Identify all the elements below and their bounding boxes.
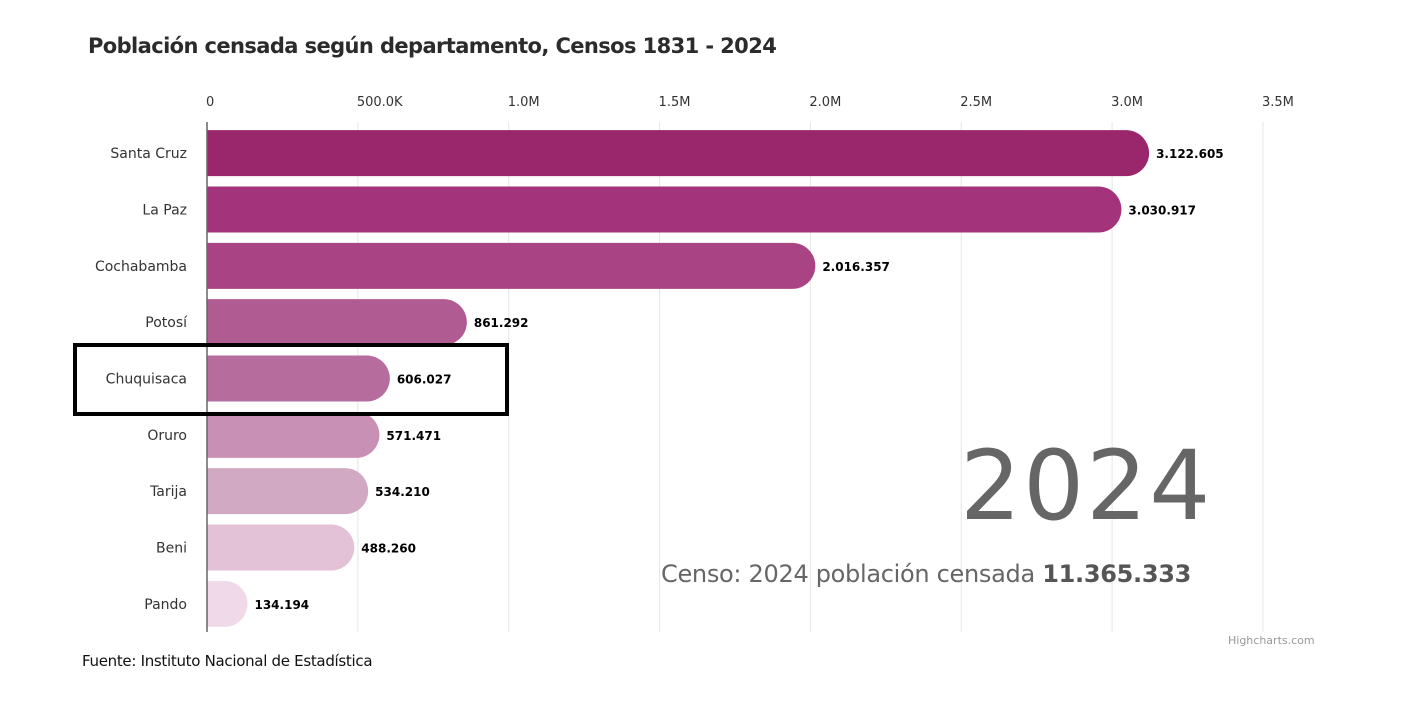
x-tick-label: 2.0M [809, 95, 841, 110]
bar-santa-cruz[interactable] [207, 130, 1150, 177]
category-label: Oruro [147, 428, 187, 444]
data-label: 606.027 [397, 373, 452, 387]
data-label: 861.292 [474, 316, 529, 330]
category-label: Beni [156, 541, 187, 557]
x-axis-ticks: 0 500.0K 1.0M 1.5M 2.0M 2.5M 3.0M 3.5M [206, 95, 1294, 110]
data-labels: 3.122.605 3.030.917 2.016.357 861.292 606.02… [254, 147, 1223, 612]
category-label: Cochabamba [95, 259, 187, 275]
total-value: 11.365.333 [1042, 560, 1192, 588]
x-tick-label: 500.0K [357, 95, 403, 110]
bar-cochabamba[interactable] [207, 242, 816, 289]
data-label: 2.016.357 [822, 260, 890, 274]
year-annotation: 2024 [960, 430, 1213, 542]
total-annotation: Censo: 2024 población censada 11.365.333 [661, 560, 1191, 588]
data-label: 534.210 [375, 485, 430, 499]
data-label: 134.194 [254, 598, 309, 612]
x-tick-label: 1.5M [659, 95, 691, 110]
highlight-box-chuquisaca [73, 343, 509, 416]
category-label: La Paz [142, 203, 187, 219]
data-label: 571.471 [386, 429, 441, 443]
category-label: Chuquisaca [106, 372, 187, 388]
x-tick-label: 2.5M [960, 95, 992, 110]
bar-oruro[interactable] [207, 411, 380, 458]
data-label: 3.122.605 [1156, 147, 1224, 161]
data-label: 3.030.917 [1128, 204, 1196, 218]
category-label: Tarija [149, 484, 187, 500]
x-tick-label: 3.5M [1262, 95, 1294, 110]
category-label: Pando [144, 597, 187, 613]
bar-chuquisaca[interactable] [207, 355, 390, 402]
x-tick-label: 0 [206, 95, 214, 110]
source-note: Fuente: Instituto Nacional de Estadístic… [82, 652, 373, 670]
data-label: 488.260 [361, 542, 416, 556]
chart-title: Población censada según departamento, Ce… [88, 34, 777, 58]
bar-tarija[interactable] [207, 468, 369, 515]
bar-pando[interactable] [207, 580, 248, 627]
total-prefix: Censo: 2024 población censada [661, 560, 1035, 588]
bars [207, 130, 1150, 627]
credits-link[interactable]: Highcharts.com [1228, 634, 1315, 647]
category-labels: Santa Cruz La Paz Cochabamba Potosí Chuquisa… [95, 146, 188, 613]
bar-la-paz[interactable] [207, 186, 1122, 233]
category-label: Potosí [145, 315, 188, 331]
x-tick-label: 1.0M [508, 95, 540, 110]
bar-beni[interactable] [207, 524, 355, 571]
category-label: Santa Cruz [110, 146, 187, 162]
x-tick-label: 3.0M [1111, 95, 1143, 110]
bar-potos-[interactable] [207, 299, 467, 346]
